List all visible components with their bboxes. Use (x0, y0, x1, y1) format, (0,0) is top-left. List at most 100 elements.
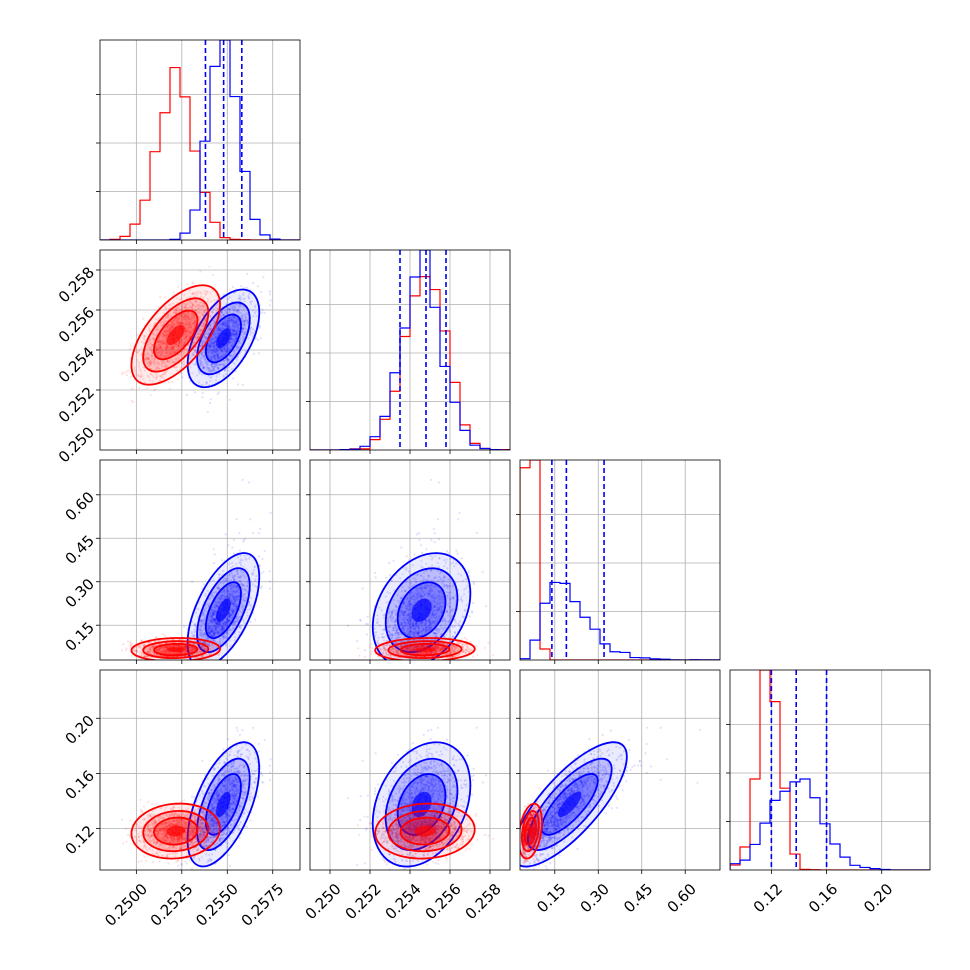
scatter-point (236, 327, 239, 331)
scatter-point (224, 373, 227, 376)
scatter-point (238, 304, 241, 307)
scatter-point (192, 322, 195, 325)
scatter-point (208, 367, 211, 370)
scatter-point (155, 347, 158, 350)
scatter-point (234, 352, 237, 355)
scatter-point (220, 349, 223, 352)
scatter-point (172, 291, 175, 294)
scatter-point (228, 348, 231, 351)
scatter-point (225, 321, 228, 325)
scatter-point (226, 357, 229, 360)
scatter-point (194, 350, 197, 353)
scatter-point (243, 320, 246, 323)
scatter-point (196, 374, 199, 377)
scatter-point (182, 342, 185, 345)
scatter-point (180, 366, 183, 369)
scatter-point (231, 338, 235, 341)
scatter-point (228, 326, 231, 329)
scatter-point (209, 344, 212, 347)
scatter-point (238, 305, 241, 308)
scatter-point (193, 363, 196, 366)
scatter-point (157, 348, 160, 351)
scatter-point (223, 362, 226, 365)
scatter-point (215, 299, 218, 302)
scatter-point (201, 391, 204, 395)
scatter-point (204, 338, 207, 341)
scatter-point (130, 654, 133, 657)
scatter-point (213, 337, 216, 340)
scatter-point (232, 319, 235, 322)
scatter-point (230, 319, 233, 322)
scatter-point (207, 345, 211, 348)
scatter-point (193, 308, 196, 311)
scatter-point (202, 335, 206, 338)
scatter-point (225, 319, 228, 322)
scatter-point (215, 335, 218, 338)
scatter-point (236, 347, 239, 350)
scatter-point (216, 329, 220, 332)
scatter-point (241, 478, 244, 481)
scatter-point (215, 365, 218, 368)
scatter-point (173, 319, 176, 322)
scatter-point (216, 357, 219, 360)
scatter-point (235, 345, 238, 348)
scatter-point (191, 304, 195, 307)
scatter-point (213, 363, 216, 366)
scatter-point (249, 333, 252, 336)
scatter-point (225, 323, 228, 326)
y-tick-label: 0.250 (55, 423, 98, 466)
scatter-point (219, 356, 222, 359)
scatter-point (213, 333, 216, 336)
scatter-point (243, 323, 246, 326)
scatter-point (221, 354, 224, 357)
scatter-point (187, 307, 190, 310)
scatter-point (251, 328, 255, 331)
scatter-point (245, 318, 248, 321)
scatter-point (216, 354, 219, 357)
scatter-point (222, 314, 225, 317)
scatter-point (159, 295, 162, 298)
scatter-point (200, 361, 203, 364)
scatter-point (214, 357, 217, 360)
scatter-point (232, 324, 235, 327)
scatter-point (235, 309, 238, 312)
scatter-point (207, 356, 210, 359)
scatter-point (234, 338, 237, 341)
scatter-point (235, 332, 238, 335)
scatter-point (243, 324, 247, 327)
scatter-point (208, 345, 211, 348)
scatter-point (243, 332, 246, 335)
scatter-point (241, 314, 244, 317)
scatter-point (234, 322, 237, 325)
scatter-point (230, 320, 233, 323)
scatter-point (208, 351, 211, 354)
scatter-point (171, 361, 174, 364)
scatter-point (212, 369, 215, 372)
scatter-point (230, 337, 233, 340)
scatter-point (209, 324, 212, 327)
scatter-point (211, 349, 214, 352)
scatter-point (185, 332, 188, 335)
scatter-point (235, 324, 238, 327)
scatter-point (177, 356, 180, 359)
scatter-point (155, 328, 158, 331)
scatter-point (224, 351, 227, 354)
scatter-point (232, 333, 235, 336)
scatter-point (236, 356, 239, 359)
scatter-point (222, 323, 225, 326)
scatter-point (205, 381, 208, 384)
scatter-point (137, 361, 140, 364)
scatter-point (230, 332, 233, 335)
scatter-point (199, 330, 202, 333)
scatter-point (227, 317, 230, 320)
scatter-point (213, 336, 216, 339)
scatter-point (229, 341, 232, 344)
panel-frame (99, 39, 301, 241)
scatter-point (243, 332, 246, 335)
scatter-point (259, 325, 262, 328)
scatter-point (215, 348, 218, 351)
scatter-point (204, 359, 207, 362)
scatter-point (233, 291, 236, 294)
panel-0-0 (96, 39, 301, 244)
scatter-point (161, 340, 164, 344)
